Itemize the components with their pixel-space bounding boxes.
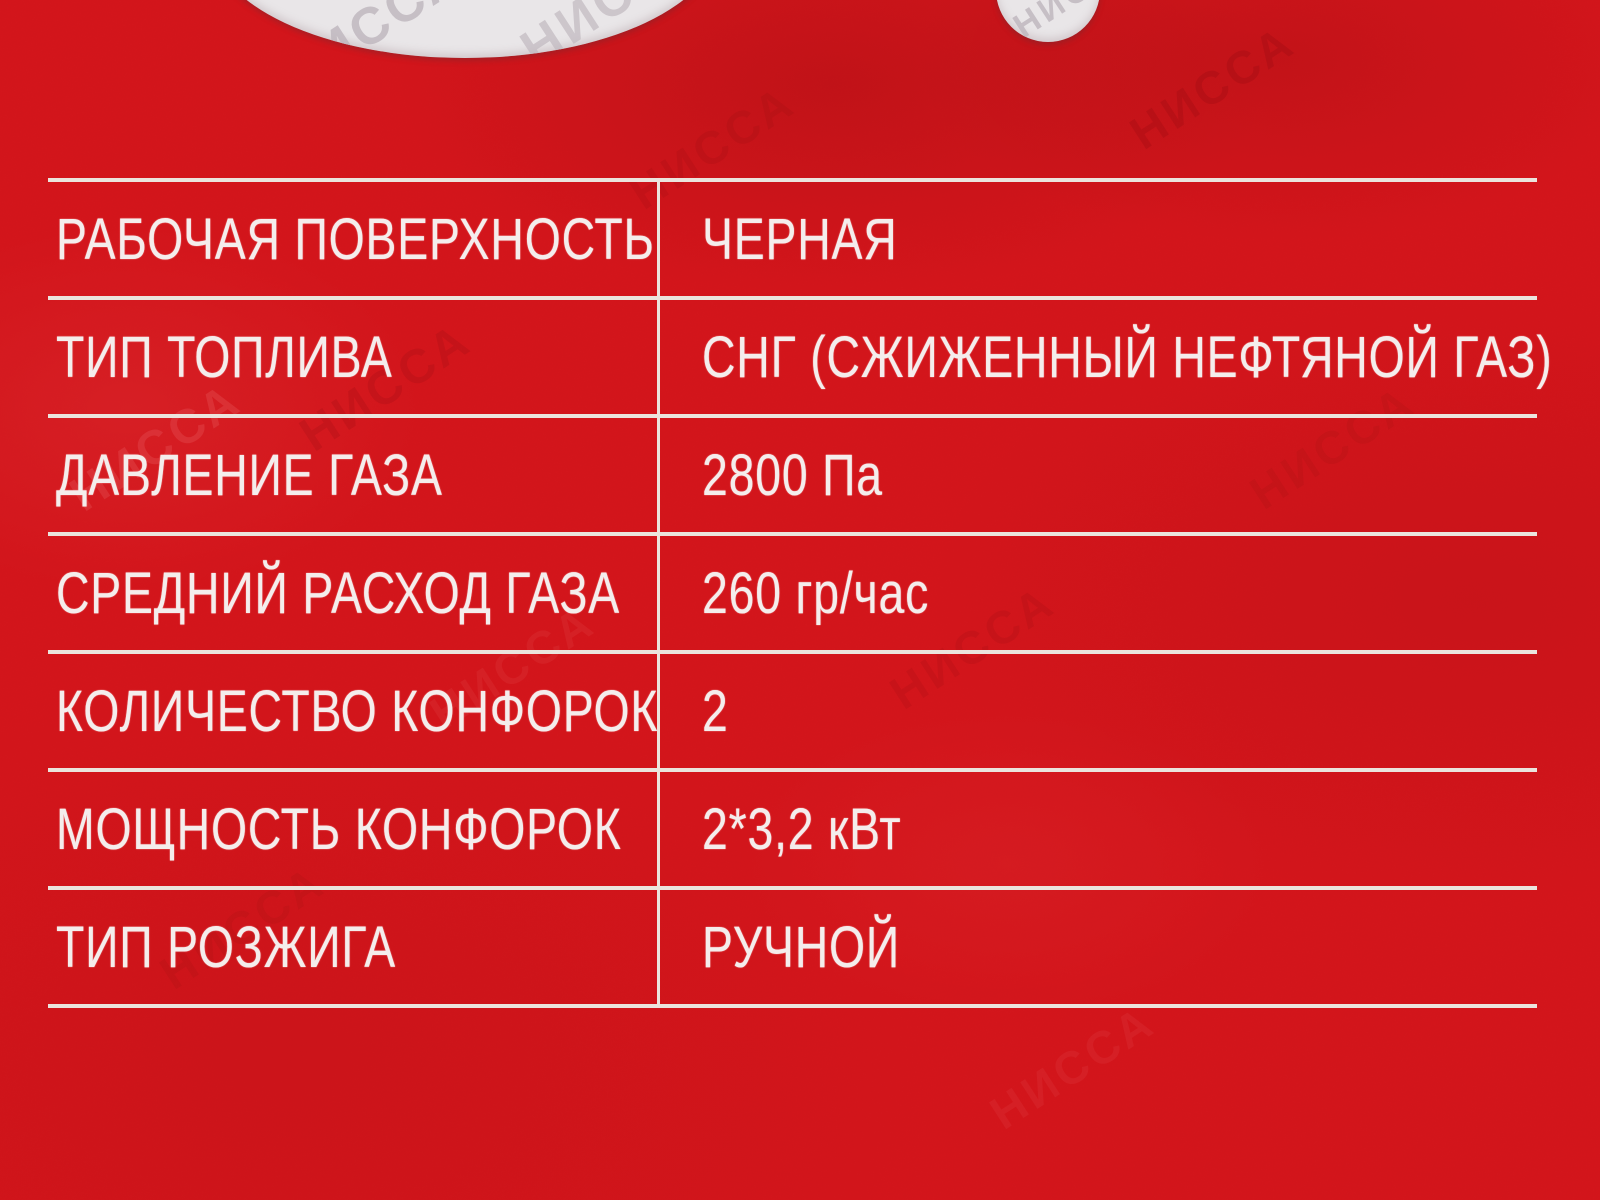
table-row: КОЛИЧЕСТВО КОНФОРОК 2 (48, 654, 1537, 772)
table-row: ТИП ТОПЛИВА СНГ (СЖИЖЕННЫЙ НЕФТЯНОЙ ГАЗ) (48, 300, 1552, 418)
cutout-ellipse-top-left: НИССА НИССА (210, 0, 720, 58)
row-label-cell: РАБОЧАЯ ПОВЕРХНОСТЬ (48, 206, 668, 273)
table-row: ТИП РОЗЖИГА РУЧНОЙ (48, 890, 1537, 1008)
row-label: ДАВЛЕНИЕ ГАЗА (56, 442, 443, 508)
row-label: РАБОЧАЯ ПОВЕРХНОСТЬ (56, 206, 655, 272)
watermark-text: НИССА (268, 0, 474, 58)
row-value: РУЧНОЙ (702, 914, 901, 980)
row-value: 2 (702, 678, 729, 744)
row-value: СНГ (СЖИЖЕННЫЙ НЕФТЯНОЙ ГАЗ) (702, 324, 1553, 390)
row-value-cell: 2 (668, 678, 1537, 745)
row-value: 260 гр/час (702, 560, 930, 626)
row-value-cell: ЧЕРНАЯ (668, 206, 1537, 273)
row-value: ЧЕРНАЯ (702, 206, 898, 272)
row-label: КОЛИЧЕСТВО КОНФОРОК (56, 678, 659, 744)
row-value-cell: 2*3,2 кВт (668, 796, 1537, 863)
row-label-cell: ДАВЛЕНИЕ ГАЗА (48, 442, 668, 509)
row-label-cell: МОЩНОСТЬ КОНФОРОК (48, 796, 668, 863)
table-row: СРЕДНИЙ РАСХОД ГАЗА 260 гр/час (48, 536, 1537, 654)
row-label: СРЕДНИЙ РАСХОД ГАЗА (56, 560, 621, 626)
watermark-text: НИССА (1007, 0, 1100, 42)
watermark-text: НИССА (980, 994, 1165, 1140)
cutout-circle-top-right: НИССА (996, 0, 1100, 42)
row-value-cell: СНГ (СЖИЖЕННЫЙ НЕФТЯНОЙ ГАЗ) (668, 324, 1600, 391)
row-label-cell: СРЕДНИЙ РАСХОД ГАЗА (48, 560, 668, 627)
row-value-cell: 2800 Па (668, 442, 1537, 509)
table-row: РАБОЧАЯ ПОВЕРХНОСТЬ ЧЕРНАЯ (48, 182, 1537, 300)
row-value-cell: 260 гр/час (668, 560, 1537, 627)
row-value: 2*3,2 кВт (702, 796, 902, 862)
row-label-cell: ТИП РОЗЖИГА (48, 914, 668, 981)
row-value-cell: РУЧНОЙ (668, 914, 1537, 981)
row-label-cell: ТИП ТОПЛИВА (48, 324, 668, 391)
row-label: ТИП РОЗЖИГА (56, 914, 396, 980)
row-label-cell: КОЛИЧЕСТВО КОНФОРОК (48, 678, 668, 745)
row-label: МОЩНОСТЬ КОНФОРОК (56, 796, 622, 862)
watermark-text: НИССА (1120, 14, 1305, 160)
row-label: ТИП ТОПЛИВА (56, 324, 393, 390)
watermark-text: НИССА (510, 0, 716, 58)
table-row: МОЩНОСТЬ КОНФОРОК 2*3,2 кВт (48, 772, 1537, 890)
spec-table: РАБОЧАЯ ПОВЕРХНОСТЬ ЧЕРНАЯ ТИП ТОПЛИВА С… (48, 178, 1552, 1008)
row-value: 2800 Па (702, 442, 883, 508)
table-row: ДАВЛЕНИЕ ГАЗА 2800 Па (48, 418, 1537, 536)
